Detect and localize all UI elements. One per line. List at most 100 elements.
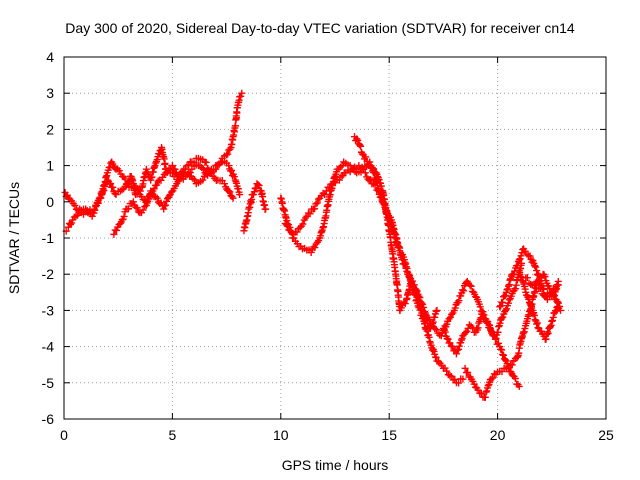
data-point xyxy=(254,181,262,189)
y-tick-label: -2 xyxy=(42,266,55,282)
data-point xyxy=(452,350,460,358)
data-point xyxy=(380,200,388,208)
data-point xyxy=(262,205,270,213)
data-point xyxy=(420,303,428,311)
data-point xyxy=(369,169,377,177)
data-point xyxy=(467,282,475,290)
data-point xyxy=(429,346,437,354)
data-point xyxy=(232,122,240,130)
data-point xyxy=(554,299,562,307)
data-point xyxy=(470,380,478,388)
data-point xyxy=(504,282,512,290)
data-point xyxy=(168,188,176,196)
data-point xyxy=(110,230,118,238)
data-point xyxy=(162,201,170,209)
data-point xyxy=(533,320,541,328)
data-point xyxy=(390,228,398,236)
chart-title: Day 300 of 2020, Sidereal Day-to-day VTE… xyxy=(65,20,575,36)
data-point xyxy=(494,339,502,347)
data-point xyxy=(129,198,137,206)
data-point xyxy=(511,375,519,383)
y-tick-label: -4 xyxy=(42,339,55,355)
y-tick-label: -3 xyxy=(42,302,55,318)
data-point xyxy=(337,173,345,181)
x-tick-label: 10 xyxy=(273,427,289,443)
data-point xyxy=(499,351,507,359)
data-point xyxy=(362,153,370,161)
data-point xyxy=(526,252,534,260)
data-point xyxy=(431,325,439,332)
data-point xyxy=(124,205,132,213)
data-point xyxy=(312,200,320,208)
data-point xyxy=(502,306,510,314)
data-point xyxy=(138,192,146,200)
data-point xyxy=(548,317,556,325)
data-point xyxy=(311,205,319,213)
data-point xyxy=(282,221,290,229)
data-point xyxy=(432,326,440,334)
data-point xyxy=(508,361,516,369)
data-point xyxy=(477,390,485,398)
data-point xyxy=(107,180,115,188)
data-point xyxy=(357,142,365,150)
data-point xyxy=(306,210,314,218)
data-point xyxy=(530,311,538,319)
data-point xyxy=(542,335,550,343)
data-point xyxy=(112,226,120,234)
data-point xyxy=(445,315,453,323)
data-point xyxy=(118,186,126,194)
data-point xyxy=(284,222,292,230)
data-point xyxy=(529,310,537,318)
data-point xyxy=(383,208,391,216)
data-point xyxy=(90,205,98,213)
data-point xyxy=(523,274,531,282)
data-point xyxy=(523,292,531,300)
data-point xyxy=(164,168,172,176)
data-point xyxy=(463,327,471,335)
data-point xyxy=(153,194,161,202)
data-point xyxy=(382,205,390,213)
data-point xyxy=(313,199,321,207)
data-point xyxy=(400,260,408,268)
data-point xyxy=(354,136,362,144)
data-point xyxy=(460,287,468,295)
data-point xyxy=(72,212,80,220)
data-point xyxy=(455,342,463,350)
data-point xyxy=(191,176,199,184)
data-point xyxy=(68,219,76,227)
x-tick-label: 15 xyxy=(381,427,397,443)
data-point xyxy=(441,328,449,336)
data-point xyxy=(202,170,210,178)
data-point xyxy=(457,336,465,344)
data-point xyxy=(481,393,489,401)
data-point xyxy=(503,305,511,313)
data-point xyxy=(518,249,526,257)
data-point xyxy=(228,193,236,201)
data-point xyxy=(401,261,409,269)
data-point xyxy=(501,291,509,299)
y-tick-label: 4 xyxy=(46,49,54,65)
y-axis-label: SDTVAR / TECUs xyxy=(6,182,22,294)
data-point xyxy=(533,319,541,327)
data-point xyxy=(171,165,179,173)
data-point xyxy=(67,220,75,228)
data-point xyxy=(402,264,410,272)
data-point xyxy=(503,286,511,294)
data-point xyxy=(229,194,237,202)
data-point xyxy=(336,163,344,171)
data-point xyxy=(418,299,426,307)
data-point xyxy=(506,276,514,284)
data-point xyxy=(202,158,210,166)
data-point xyxy=(346,162,354,170)
data-point xyxy=(484,319,492,327)
data-point xyxy=(455,345,463,353)
data-point xyxy=(499,313,507,321)
data-point xyxy=(543,328,551,336)
data-point xyxy=(212,165,220,173)
data-point xyxy=(451,375,459,383)
data-point xyxy=(498,346,506,354)
data-point xyxy=(505,296,513,304)
data-point xyxy=(390,229,398,237)
data-point xyxy=(401,300,409,308)
